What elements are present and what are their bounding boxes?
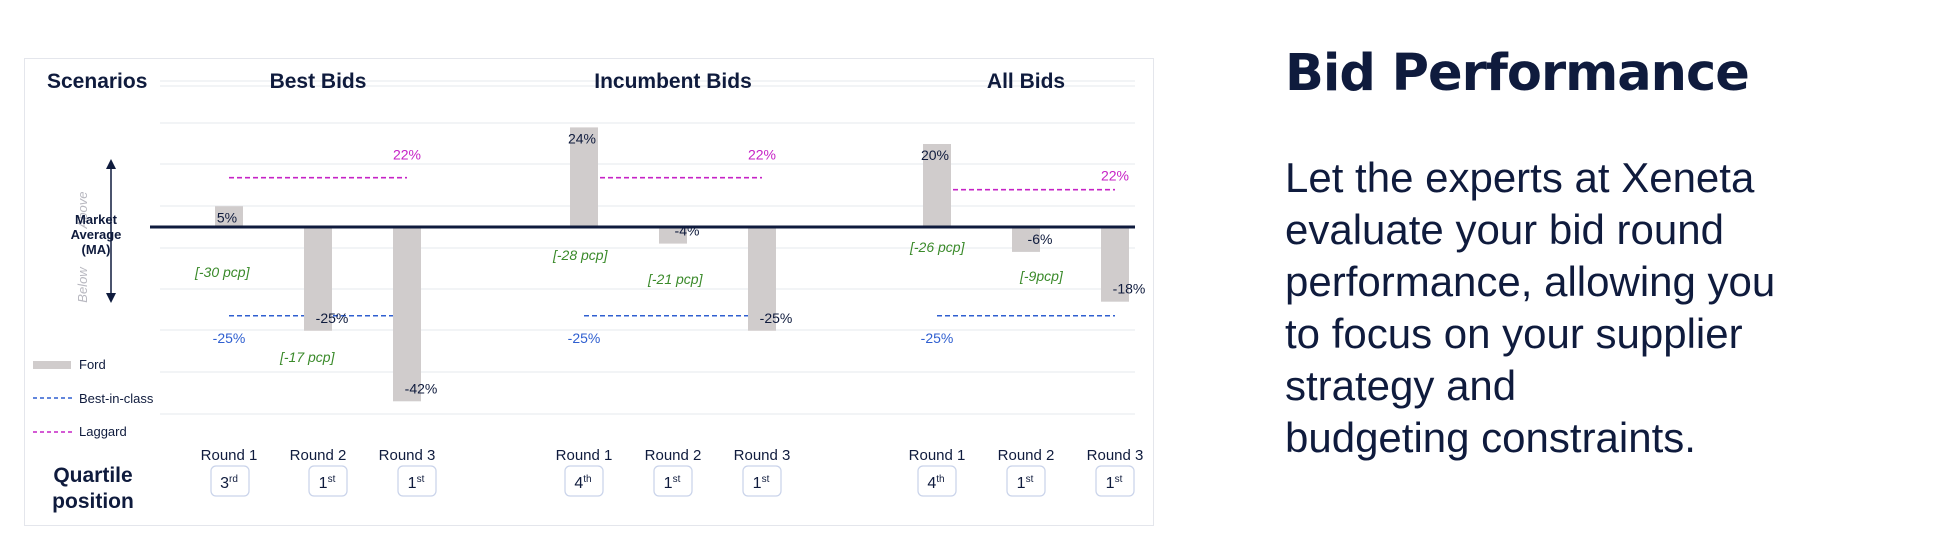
legend-label-laggard: Laggard bbox=[79, 424, 127, 439]
best-in-class-label: -25% bbox=[921, 330, 954, 346]
round-label: Round 2 bbox=[645, 447, 702, 464]
best-in-class-label: -25% bbox=[568, 330, 601, 346]
bid-performance-chart-panel: Scenarios Above Below Market Average (MA) Ford… bbox=[24, 58, 1154, 526]
bar-value-label: -42% bbox=[405, 380, 438, 396]
market-average-label: (MA) bbox=[82, 242, 111, 257]
bar-value-label: -6% bbox=[1028, 231, 1053, 247]
quartile-value: 1st bbox=[319, 474, 336, 492]
quartile-value: 1st bbox=[664, 474, 681, 492]
quartile-value: 4th bbox=[574, 474, 591, 492]
bar-value-label: 24% bbox=[568, 130, 596, 146]
quartile-position-label: position bbox=[52, 490, 134, 513]
round-label: Round 1 bbox=[556, 447, 613, 464]
quartile-badge bbox=[1095, 465, 1135, 497]
quartile-value: 1st bbox=[753, 474, 770, 492]
round-label: Round 3 bbox=[734, 447, 791, 464]
laggard-label: 22% bbox=[393, 147, 421, 163]
scenarios-label: Scenarios bbox=[47, 70, 147, 93]
quartile-badge bbox=[210, 465, 250, 497]
laggard-label: 22% bbox=[1101, 168, 1129, 184]
bar bbox=[1012, 227, 1040, 252]
bar-value-label: -4% bbox=[675, 223, 700, 239]
arrow-down-icon bbox=[106, 293, 116, 303]
quartile-position-label: Quartile bbox=[53, 464, 132, 487]
laggard-label: 22% bbox=[748, 147, 776, 163]
quartile-value: 3rd bbox=[220, 474, 238, 492]
pcp-annotation: [-28 pcp] bbox=[552, 247, 609, 263]
panel-title: Best Bids bbox=[270, 70, 367, 93]
pcp-annotation: [-30 pcp] bbox=[194, 264, 251, 280]
quartile-value: 4th bbox=[927, 474, 944, 492]
pcp-annotation: [-17 pcp] bbox=[279, 349, 336, 365]
round-label: Round 2 bbox=[290, 447, 347, 464]
bar-value-label: -25% bbox=[760, 310, 793, 326]
legend-swatch-ford bbox=[33, 361, 71, 369]
arrow-up-icon bbox=[106, 159, 116, 169]
bar bbox=[304, 227, 332, 331]
above-label: Above bbox=[75, 192, 90, 230]
bar-value-label: -18% bbox=[1113, 281, 1146, 297]
quartile-badge bbox=[1006, 465, 1046, 497]
round-label: Round 2 bbox=[998, 447, 1055, 464]
description-text: Let the experts at Xeneta evaluate your … bbox=[1285, 154, 1776, 461]
quartile-badge bbox=[397, 465, 437, 497]
bar bbox=[748, 227, 776, 331]
quartile-badge bbox=[653, 465, 693, 497]
panel-title: Incumbent Bids bbox=[594, 70, 752, 93]
market-average-label: Average bbox=[71, 227, 122, 242]
bar bbox=[659, 227, 687, 244]
bar-value-label: 5% bbox=[217, 209, 237, 225]
legend-label-best-in-class: Best-in-class bbox=[79, 391, 154, 406]
pcp-annotation: [-9pcp] bbox=[1019, 268, 1064, 284]
quartile-badge bbox=[308, 465, 348, 497]
bar bbox=[215, 206, 243, 227]
pcp-annotation: [-26 pcp] bbox=[909, 239, 966, 255]
bar bbox=[393, 227, 421, 402]
page-title: Bid Performance bbox=[1285, 44, 1750, 103]
best-in-class-label: -25% bbox=[213, 330, 246, 346]
bar bbox=[1101, 227, 1129, 302]
quartile-value: 1st bbox=[408, 474, 425, 492]
round-label: Round 1 bbox=[909, 447, 966, 464]
round-label: Round 1 bbox=[201, 447, 258, 464]
below-label: Below bbox=[75, 266, 90, 303]
bar-value-label: 20% bbox=[921, 147, 949, 163]
market-average-label: Market bbox=[75, 212, 118, 227]
quartile-badge bbox=[917, 465, 957, 497]
quartile-value: 1st bbox=[1106, 474, 1123, 492]
panel-title: All Bids bbox=[987, 70, 1065, 93]
round-label: Round 3 bbox=[379, 447, 436, 464]
legend-label-ford: Ford bbox=[79, 357, 106, 372]
bar-value-label: -25% bbox=[316, 310, 349, 326]
bar bbox=[923, 144, 951, 227]
quartile-badge bbox=[564, 465, 604, 497]
bar bbox=[570, 127, 598, 227]
pcp-annotation: [-21 pcp] bbox=[647, 271, 704, 287]
round-label: Round 3 bbox=[1087, 447, 1144, 464]
quartile-value: 1st bbox=[1017, 474, 1034, 492]
quartile-badge bbox=[742, 465, 782, 497]
